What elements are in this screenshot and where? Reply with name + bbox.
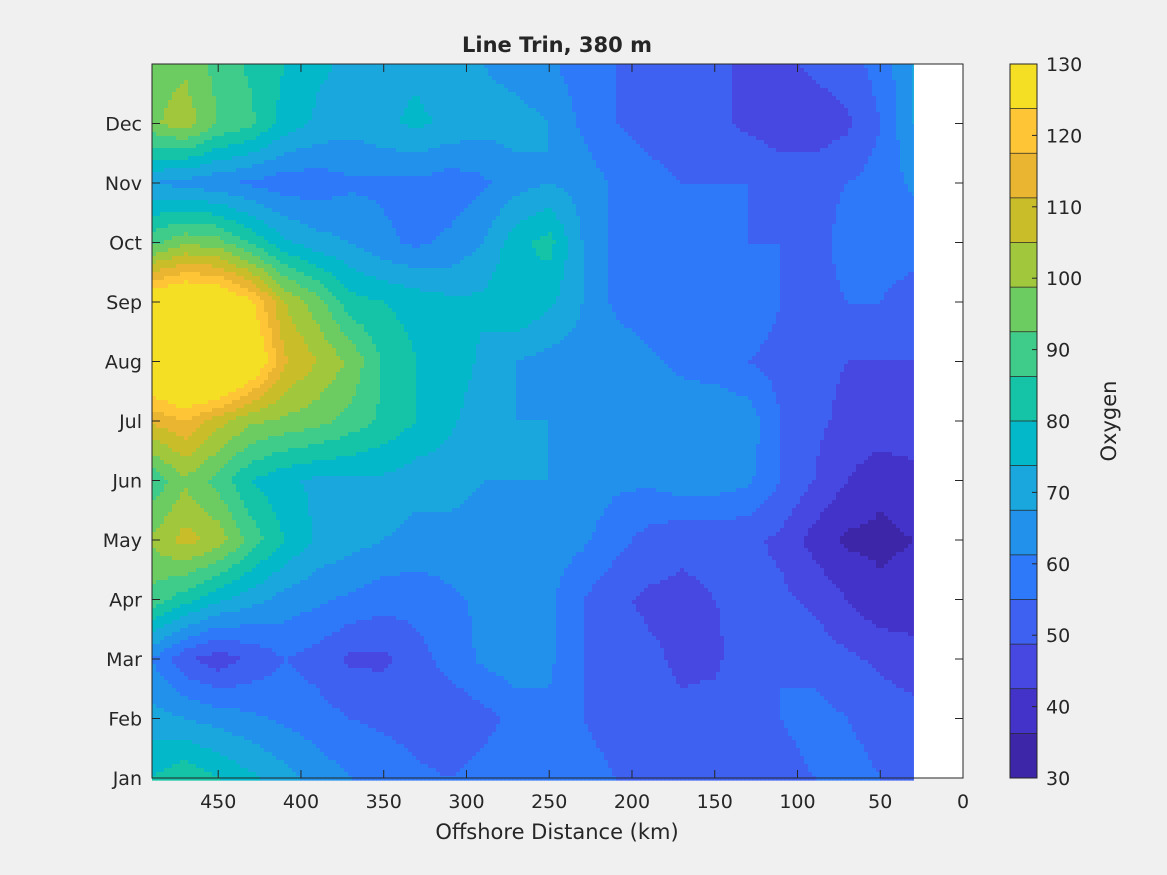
colorbar-tick-label: 120: [1046, 125, 1082, 147]
x-tick-label: 300: [448, 791, 484, 813]
colorbar-tick-label: 110: [1046, 197, 1082, 219]
colorbar-band: [1010, 733, 1037, 779]
plot-area: [151, 63, 964, 781]
colorbar-band: [1010, 421, 1037, 467]
y-tick-label: Apr: [109, 590, 142, 612]
colorbar-tick-label: 50: [1046, 625, 1070, 647]
colorbar-band: [1010, 465, 1037, 511]
y-tick-label: Aug: [105, 352, 142, 374]
colorbar-bands: [1010, 64, 1037, 779]
y-tick-label: Dec: [105, 114, 142, 136]
y-axis-tick-labels: Jan Feb Mar Apr May Jun Jul Aug Sep Oct Nov Dec: [103, 114, 142, 791]
x-tick-label: 400: [283, 791, 319, 813]
colorbar-tick-label: 40: [1046, 697, 1070, 719]
colorbar-tick-label: 100: [1046, 268, 1082, 290]
colorbar-band: [1010, 688, 1037, 734]
colorbar-band: [1010, 554, 1037, 600]
colorbar-band: [1010, 287, 1037, 333]
y-tick-label: Jan: [112, 768, 142, 790]
axis-ticks: [152, 64, 964, 779]
x-axis-label: Offshore Distance (km): [435, 820, 678, 844]
colorbar-tick-label: 90: [1046, 340, 1070, 362]
colorbar-band: [1010, 153, 1037, 199]
x-tick-label: 350: [366, 791, 402, 813]
axes-frame: [151, 63, 964, 779]
y-tick-label: Mar: [106, 649, 142, 671]
y-tick-label: May: [103, 530, 142, 552]
colorbar-ticks: [1032, 63, 1037, 779]
x-tick-label: 50: [868, 791, 892, 813]
colorbar-band: [1010, 108, 1037, 154]
colorbar-label: Oxygen: [1097, 381, 1121, 462]
y-tick-label: Sep: [106, 292, 142, 314]
colorbar-tick-labels: 30 40 50 60 70 80 90 100 110 120 130: [1046, 54, 1082, 790]
x-axis-tick-labels: 450 400 350 300 250 200 150 100 50 0: [200, 791, 969, 813]
colorbar-band: [1010, 331, 1037, 377]
colorbar-band: [1010, 599, 1037, 645]
chart-title: Line Trin, 380 m: [462, 33, 652, 57]
colorbar-band: [1010, 644, 1037, 690]
x-tick-label: 450: [200, 791, 236, 813]
x-tick-label: 200: [614, 791, 650, 813]
x-tick-label: 250: [531, 791, 567, 813]
colorbar-band: [1010, 510, 1037, 556]
colorbar-tick-label: 130: [1046, 54, 1082, 76]
contour-field: [152, 64, 914, 781]
y-tick-label: Nov: [105, 173, 142, 195]
y-tick-label: Jul: [118, 411, 142, 433]
colorbar-band: [1010, 242, 1037, 288]
colorbar-band: [1010, 64, 1037, 110]
y-tick-label: Jun: [111, 471, 142, 493]
y-tick-label: Feb: [108, 709, 142, 731]
x-tick-label: 150: [697, 791, 733, 813]
colorbar-band: [1010, 197, 1037, 243]
colorbar-tick-label: 80: [1046, 411, 1070, 433]
x-tick-label: 0: [957, 791, 969, 813]
colorbar-band: [1010, 376, 1037, 422]
y-tick-label: Oct: [109, 233, 142, 255]
x-tick-label: 100: [779, 791, 815, 813]
colorbar-tick-label: 30: [1046, 768, 1070, 790]
colorbar-tick-label: 70: [1046, 482, 1070, 504]
colorbar: 30 40 50 60 70 80 90 100 110 120 130 Oxygen: [1009, 54, 1121, 790]
colorbar-tick-label: 60: [1046, 554, 1070, 576]
